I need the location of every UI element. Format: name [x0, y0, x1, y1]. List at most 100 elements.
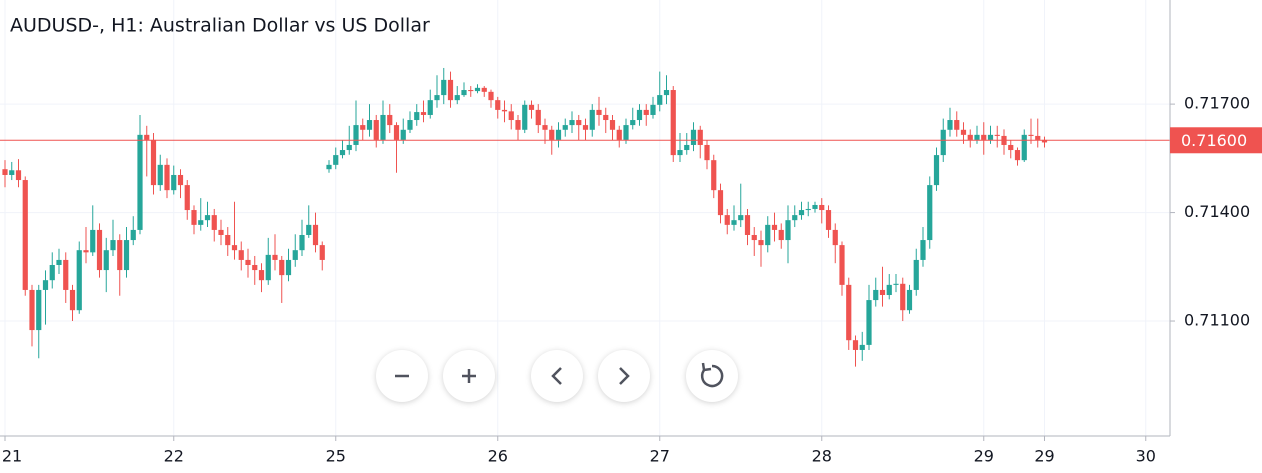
candle-body	[56, 259, 62, 265]
candle-body	[150, 139, 157, 186]
candle-body	[967, 134, 973, 140]
candle-body	[211, 215, 217, 230]
y-tick-label: 0.71400	[1184, 202, 1250, 221]
candle-body	[306, 224, 312, 235]
candle-body	[771, 224, 778, 230]
candle-body	[454, 95, 460, 101]
candle-body	[191, 210, 197, 225]
candle-body	[879, 289, 886, 296]
x-tick-label: 21	[2, 447, 22, 466]
candle-body	[751, 234, 757, 241]
candle-body	[1014, 150, 1021, 161]
candle-body	[542, 125, 548, 130]
candle-body	[866, 300, 872, 345]
candle-body	[42, 280, 49, 290]
candle-body	[1021, 134, 1027, 161]
reset-button[interactable]	[686, 350, 738, 402]
candle-body	[96, 229, 103, 271]
candle-body	[812, 204, 818, 209]
candle-body	[859, 344, 865, 350]
candle-body	[36, 289, 42, 331]
candle-body	[819, 204, 825, 211]
candle-body	[346, 144, 352, 151]
candle-body	[852, 340, 859, 350]
candle-body	[920, 240, 926, 260]
candle-body	[987, 134, 994, 140]
candles	[0, 67, 1170, 367]
candle-body	[616, 129, 622, 140]
candle-body	[461, 90, 467, 96]
candle-body	[555, 129, 562, 140]
candle-body	[204, 215, 211, 221]
y-tick-label: 0.71100	[1184, 311, 1250, 330]
candle-body	[468, 90, 474, 92]
candle-body	[927, 185, 933, 241]
candle-body	[535, 109, 541, 126]
candle-body	[778, 229, 784, 241]
candle-body	[29, 289, 35, 331]
x-tick-label: 25	[326, 447, 346, 466]
candle-body	[569, 120, 575, 126]
candle-body	[360, 125, 366, 130]
candle-body	[697, 129, 703, 145]
scroll-left-button[interactable]	[531, 350, 583, 402]
candle-body	[474, 87, 481, 92]
candle-body	[400, 129, 406, 140]
candle-body	[447, 79, 454, 101]
candle-body	[353, 125, 359, 145]
candle-body	[258, 270, 265, 281]
candle-body	[825, 210, 832, 230]
price-label-box	[1170, 127, 1262, 154]
candle-body	[515, 120, 521, 130]
zoom-out-button[interactable]	[376, 350, 428, 402]
candle-body	[366, 120, 373, 130]
candle-body	[49, 264, 55, 281]
candle-body	[441, 79, 447, 96]
candle-body	[319, 245, 325, 260]
candle-body	[758, 240, 764, 246]
candle-body	[427, 100, 433, 115]
candle-body	[744, 215, 751, 235]
candle-body	[1035, 135, 1041, 140]
candle-body	[711, 160, 717, 191]
candle-body	[1028, 134, 1034, 136]
candle-body	[657, 95, 663, 105]
candle-body	[292, 250, 298, 260]
candle-body	[2, 169, 8, 175]
candle-body	[177, 174, 184, 186]
candle-body	[130, 229, 136, 241]
candle-body	[69, 289, 76, 311]
candle-body	[792, 215, 798, 221]
scroll-right-button[interactable]	[598, 350, 650, 402]
candle-body	[15, 170, 22, 181]
price-label: 0.71600	[1181, 131, 1247, 150]
candle-body	[704, 144, 710, 161]
candle-body	[420, 112, 427, 115]
candle-body	[893, 283, 899, 285]
candle-body	[117, 240, 123, 271]
candle-body	[414, 112, 420, 121]
candle-body	[63, 259, 69, 290]
candle-body	[279, 259, 285, 276]
candle-body	[285, 259, 292, 276]
candle-body	[171, 174, 177, 191]
candle-body	[981, 134, 987, 140]
zoom-in-button[interactable]	[443, 350, 495, 402]
candle-body	[164, 164, 170, 191]
candle-body	[110, 240, 116, 251]
candle-body	[663, 90, 670, 96]
candle-body	[933, 155, 940, 186]
chart-title: AUDUSD-, H1: Australian Dollar vs US Dol…	[10, 15, 430, 37]
candle-body	[839, 245, 845, 285]
candle-body	[252, 264, 258, 271]
x-tick-label: 30	[1136, 447, 1156, 466]
candle-body	[326, 164, 332, 170]
candle-body	[312, 224, 319, 246]
candle-body	[913, 259, 919, 290]
candle-body	[731, 220, 737, 225]
candle-body	[724, 215, 730, 225]
candle-body	[225, 234, 231, 246]
axes: 0.71100 0.71400 0.71700 21 22 25 26 27 28 29 29 30 0…	[2, 94, 1262, 466]
candle-body	[495, 100, 501, 110]
